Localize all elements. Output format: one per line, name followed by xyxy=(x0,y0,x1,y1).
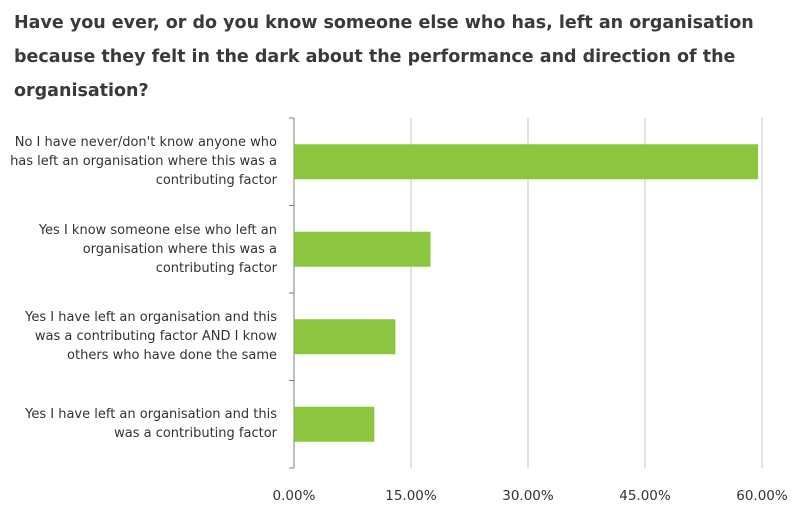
bar xyxy=(294,319,396,355)
bar xyxy=(294,231,431,267)
chart-title: Have you ever, or do you know someone el… xyxy=(14,13,754,101)
category-label: Yes I know someone else who left an orga… xyxy=(38,222,277,276)
category-label: No I have never/don't know anyone who ha… xyxy=(10,135,277,189)
bar xyxy=(294,144,759,180)
category-label: Yes I have left an organisation and this… xyxy=(25,310,277,364)
x-tick-label: 45.00% xyxy=(619,488,671,504)
x-tick-label: 30.00% xyxy=(502,488,554,504)
x-tick-label: 15.00% xyxy=(385,488,437,504)
category-label: Yes I have left an organisation and this… xyxy=(25,407,277,442)
bar xyxy=(294,406,375,442)
x-tick-label: 60.00% xyxy=(736,488,788,504)
x-tick-label: 0.00% xyxy=(273,488,316,504)
